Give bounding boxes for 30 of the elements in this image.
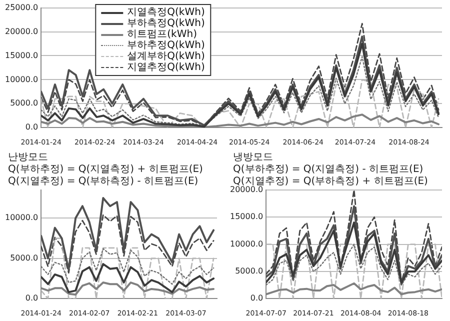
y-tick-label: 5000.0	[10, 98, 38, 108]
text: Q(부하추정) = Q(지열측정) + 히트펌프(E)	[8, 164, 203, 176]
y-tick-label: 10000.0	[230, 239, 264, 248]
y-tick-label: 0.0	[25, 294, 38, 303]
y-tick-label: 25000.0	[4, 2, 38, 12]
legend-label: 지열측정Q(kWh)	[127, 7, 205, 18]
text: 냉방모드	[233, 152, 274, 164]
y-tick-label: 10000.0	[4, 74, 38, 84]
legend-label: 히트펌프(kWh)	[127, 29, 197, 40]
y-tick-label: 15000.0	[230, 212, 264, 222]
line-series	[41, 238, 214, 299]
text: 난방모드	[8, 152, 49, 164]
y-tick-label: 0.0	[250, 294, 264, 303]
text: Q(지열추정) = Q(부하측정) - 히트펌프(E)	[8, 176, 200, 188]
y-tick-label: 20000.0	[4, 26, 38, 36]
y-tick-label: 15000.0	[4, 50, 38, 60]
line-series	[41, 248, 214, 285]
legend-label: 부하추정Q(kWh)	[127, 40, 205, 51]
line-series	[266, 244, 442, 286]
text: Q(지열추정) = Q(부하측정) + 히트펌프(E)	[233, 176, 428, 187]
legend-label: 설계부하Q(kWh)	[127, 51, 205, 62]
y-tick-label: 10000.0	[4, 213, 38, 222]
y-tick-label: 5000.0	[235, 266, 264, 276]
y-tick-label: 20000.0	[230, 185, 264, 194]
y-tick-label: 5000.0	[10, 253, 38, 262]
text: Q(부하추정) = Q(지열측정) - 히트펌프(E)	[233, 164, 424, 176]
legend-label: 지열추정Q(kWh)	[127, 62, 205, 73]
y-tick-label: 0.0	[25, 122, 38, 132]
legend-label: 부하측정Q(kWh)	[127, 18, 205, 29]
line-series	[41, 78, 440, 128]
